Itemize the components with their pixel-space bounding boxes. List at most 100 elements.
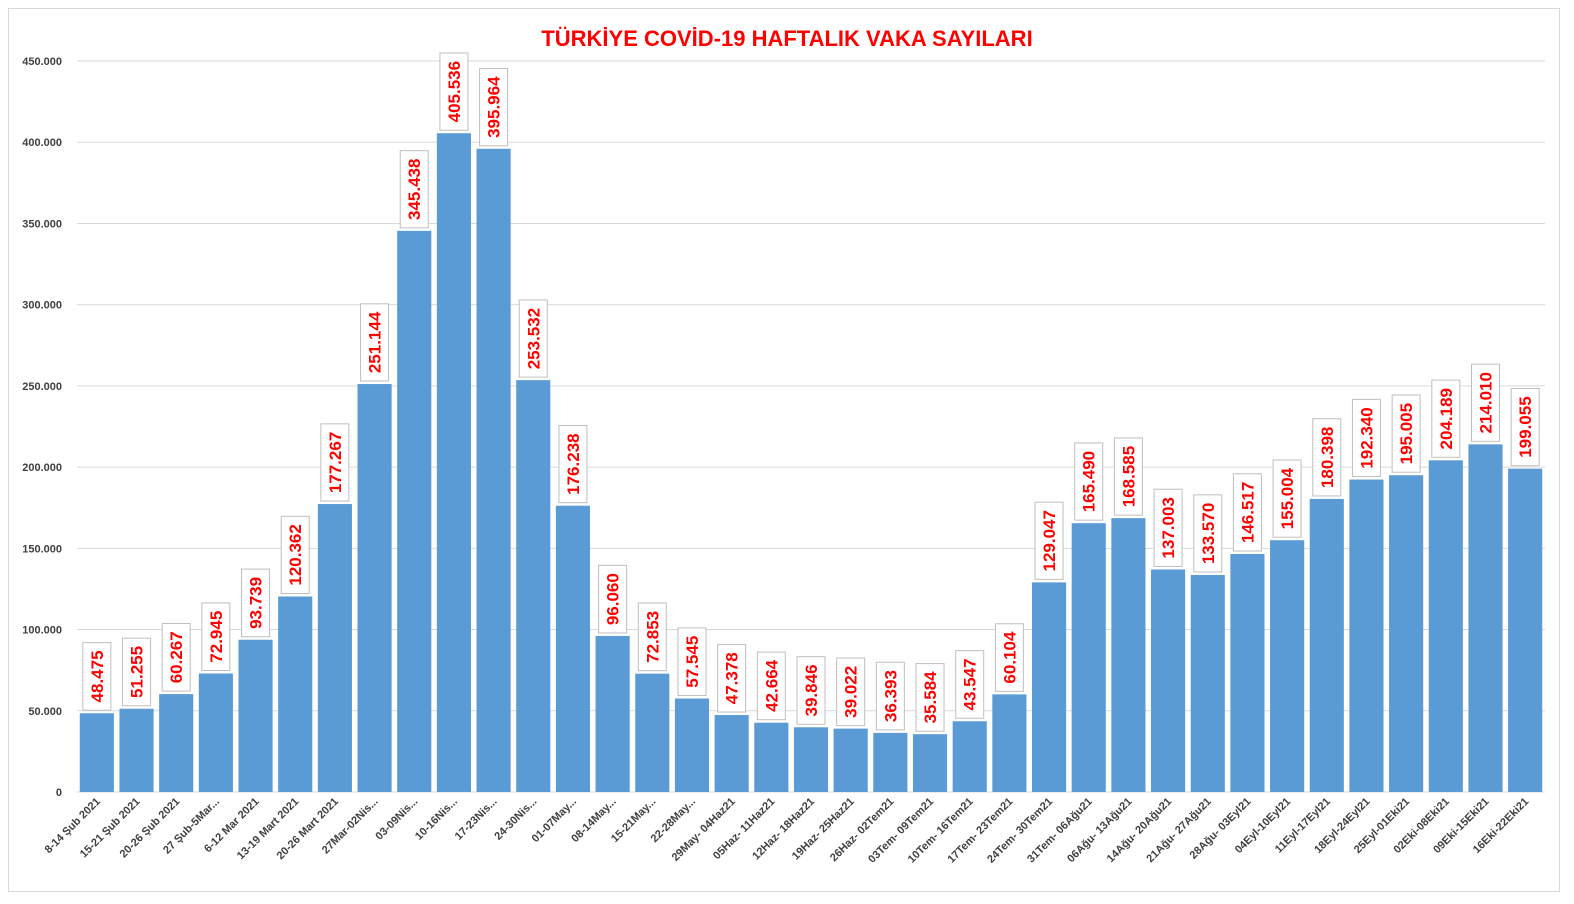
bar: [317, 504, 352, 792]
bar: [555, 505, 591, 792]
data-label: 57.545: [683, 636, 702, 688]
y-tick-label: 350.000: [22, 218, 62, 230]
data-label: 345.438: [405, 159, 424, 220]
data-label: 405.536: [445, 61, 464, 122]
bar: [436, 133, 471, 792]
data-label-group: 72.945: [201, 602, 231, 672]
y-tick-label: 300.000: [22, 300, 62, 312]
data-label: 195.005: [1397, 403, 1416, 464]
data-label: 60.267: [167, 631, 186, 683]
y-tick-label: 150.000: [22, 543, 62, 555]
data-label-group: 195.005: [1391, 394, 1421, 473]
data-label-box: [756, 651, 786, 721]
y-tick-label: 450.000: [22, 56, 62, 68]
y-tick-label: 100.000: [22, 625, 62, 637]
bar: [278, 596, 313, 792]
bar: [992, 694, 1027, 792]
bar: [198, 673, 233, 792]
bar: [674, 698, 710, 792]
data-label-group: 155.004: [1272, 459, 1302, 538]
data-label: 192.340: [1357, 407, 1376, 468]
data-label-box: [1312, 418, 1342, 497]
data-label-group: 168.585: [1113, 437, 1143, 516]
bar: [1349, 479, 1384, 792]
data-label-group: 60.267: [161, 622, 191, 692]
data-label: 199.055: [1516, 396, 1535, 457]
data-label-box: [955, 650, 985, 719]
data-label-group: 93.739: [241, 568, 271, 638]
data-label-box: [915, 663, 945, 732]
data-label: 395.964: [485, 76, 504, 138]
data-label-group: 72.853: [637, 602, 667, 672]
bar: [238, 639, 273, 792]
data-label-box: [1272, 459, 1302, 538]
data-label: 51.255: [128, 646, 147, 698]
bar: [119, 708, 154, 792]
data-label: 253.532: [524, 308, 543, 369]
bar: [79, 713, 114, 792]
data-label-box: [1351, 398, 1381, 478]
data-label-group: 137.003: [1153, 488, 1183, 567]
data-label-group: 204.189: [1431, 379, 1461, 458]
data-label-box: [1431, 379, 1461, 458]
data-label-box: [161, 622, 191, 692]
bar: [397, 230, 432, 792]
data-label-group: 47.378: [717, 643, 747, 713]
data-label-group: 35.584: [915, 663, 945, 732]
bar: [1468, 444, 1503, 792]
data-label-box: [1510, 387, 1540, 467]
data-label-box: [241, 568, 271, 638]
data-label-group: 51.255: [122, 637, 152, 707]
data-label-group: 96.060: [598, 564, 628, 634]
data-label: 168.585: [1119, 446, 1138, 507]
bar: [595, 635, 630, 792]
bar: [1508, 468, 1543, 792]
chart-title: TÜRKİYE COVİD-19 HAFTALIK VAKA SAYILARI: [541, 26, 1032, 51]
data-label-box: [1391, 394, 1421, 473]
y-tick-label: 400.000: [22, 137, 62, 149]
bar: [793, 727, 829, 792]
bar: [1151, 569, 1186, 792]
data-label-box: [637, 602, 667, 672]
bar: [1389, 475, 1424, 792]
data-label: 48.475: [88, 650, 107, 702]
data-label-box: [598, 564, 628, 634]
bar: [1031, 582, 1067, 792]
data-label: 60.104: [1000, 631, 1019, 684]
data-label-box: [1113, 437, 1143, 516]
data-label: 93.739: [247, 577, 266, 629]
data-label-box: [439, 52, 469, 131]
data-label: 180.398: [1318, 427, 1337, 488]
y-tick-label: 200.000: [22, 462, 62, 474]
bar: [635, 673, 670, 792]
data-label-group: 133.570: [1193, 494, 1223, 573]
data-label-box: [836, 657, 866, 727]
bar: [952, 721, 987, 792]
data-label-group: 345.438: [399, 150, 429, 229]
data-label-group: 60.104: [994, 623, 1024, 692]
data-label-box: [280, 515, 310, 594]
data-labels: 48.475 51.255 60.267 72.945 93.739 120.362 177…: [82, 52, 1540, 732]
data-label-group: 253.532: [518, 299, 548, 378]
data-label: 72.853: [643, 611, 662, 663]
data-label-group: 39.022: [836, 657, 866, 727]
data-label-group: 177.267: [320, 423, 350, 502]
bar: [159, 694, 194, 792]
data-label: 251.144: [366, 311, 385, 373]
data-label-box: [122, 637, 152, 707]
data-label: 39.846: [802, 664, 821, 716]
data-label-box: [399, 150, 429, 229]
bar: [1230, 553, 1265, 792]
data-label-box: [717, 643, 747, 713]
data-label: 35.584: [921, 671, 940, 724]
data-label: 204.189: [1437, 388, 1456, 449]
y-tick-label: 250.000: [22, 381, 62, 393]
data-label: 39.022: [842, 666, 861, 718]
data-label-box: [320, 423, 350, 502]
data-label-group: 146.517: [1232, 473, 1262, 552]
data-label-group: 214.010: [1470, 363, 1500, 442]
data-label-box: [201, 602, 231, 672]
bar: [1071, 523, 1106, 792]
bar: [714, 715, 749, 792]
